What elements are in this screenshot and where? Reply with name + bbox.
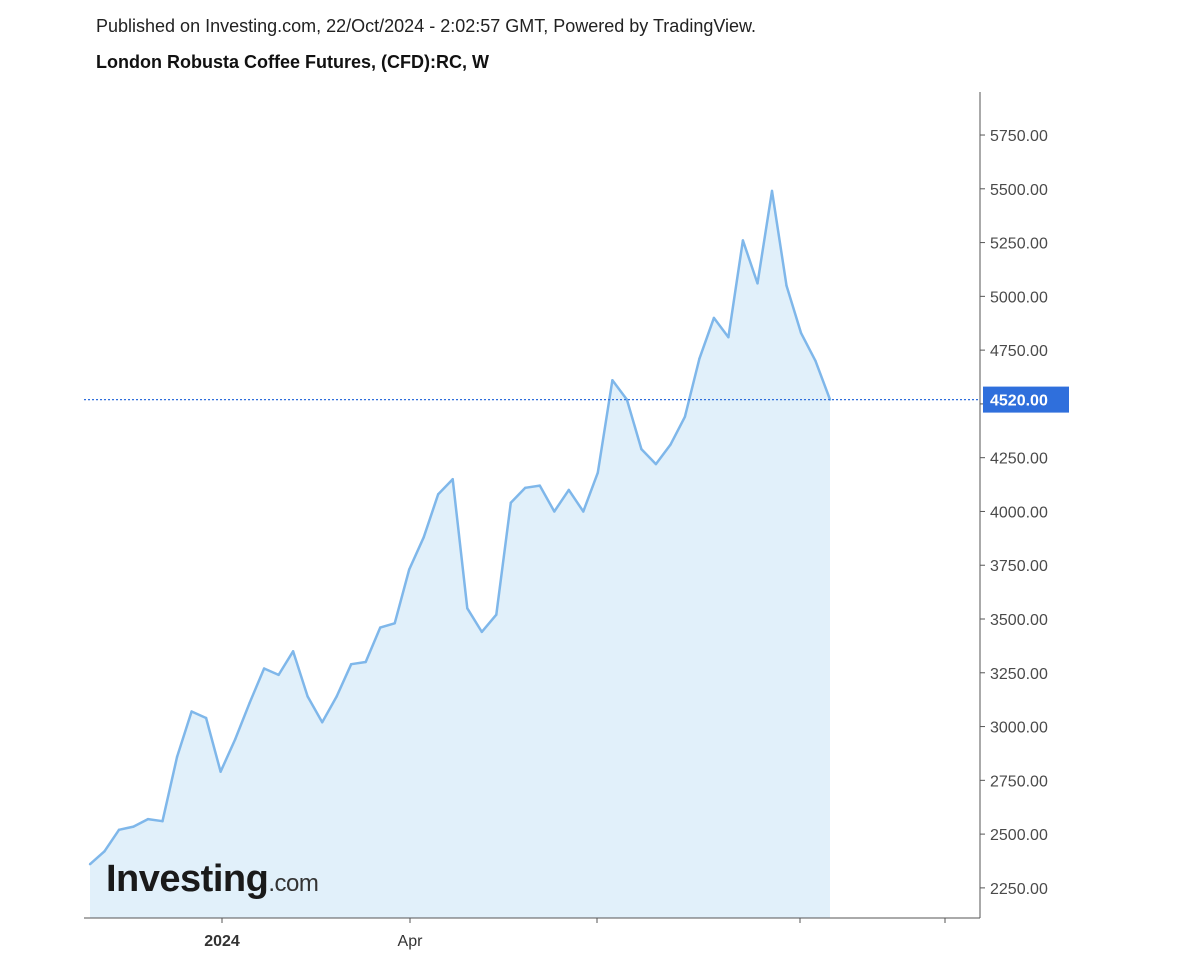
data-point: [582, 510, 585, 513]
data-point: [277, 673, 280, 677]
y-tick-label: 5250.00: [990, 236, 1048, 253]
data-point: [379, 626, 382, 629]
data-point: [88, 863, 92, 866]
y-tick-label: 2500.00: [990, 827, 1048, 844]
data-point: [712, 316, 716, 320]
data-point: [204, 716, 208, 720]
y-tick-label: 3500.00: [990, 612, 1048, 629]
data-point: [103, 850, 106, 853]
series-line: [89, 189, 832, 866]
y-tick-label: 5000.00: [990, 289, 1048, 306]
data-point: [175, 755, 179, 758]
data-point: [350, 663, 353, 666]
y-tick-label: 2750.00: [990, 773, 1048, 790]
data-point: [509, 501, 512, 504]
data-point: [437, 493, 440, 496]
data-point: [335, 695, 338, 698]
data-point: [596, 471, 599, 474]
data-point: [524, 486, 527, 489]
y-tick-label: 4750.00: [990, 343, 1048, 360]
last-value-badge: [983, 386, 1069, 413]
data-point: [146, 817, 150, 821]
data-point: [466, 607, 469, 610]
data-point: [262, 667, 266, 670]
y-tick-label: 5500.00: [990, 182, 1048, 199]
data-point: [233, 738, 237, 741]
data-point: [785, 284, 788, 287]
axis-layer: 2250.00 2500.00 2750.00 3000.00 3250.00 3500.…: [84, 92, 1069, 950]
chart-title: London Robusta Coffee Futures, (CFD):RC,…: [96, 52, 489, 72]
data-point: [495, 613, 498, 616]
y-tick-label: 2250.00: [990, 881, 1048, 898]
data-point: [422, 536, 425, 539]
last-value-label: 4520.00: [990, 393, 1048, 410]
y-tick-label: 3750.00: [990, 558, 1048, 575]
data-point: [408, 568, 411, 571]
data-point: [698, 357, 701, 360]
data-point: [364, 660, 367, 664]
data-point: [306, 695, 309, 698]
data-point: [291, 650, 295, 653]
y-tick-label: 5750.00: [990, 128, 1048, 145]
data-point: [625, 398, 629, 401]
data-point: [117, 828, 121, 831]
data-point: [727, 336, 730, 339]
data-point: [321, 721, 324, 724]
data-point: [640, 447, 643, 451]
data-point: [611, 379, 614, 382]
data-point: [770, 189, 774, 193]
data-point: [741, 239, 745, 242]
area-layer: [88, 189, 832, 918]
x-tick-label: 2024: [204, 933, 240, 950]
published-info: Published on Investing.com, 22/Oct/2024 …: [96, 16, 757, 36]
data-point: [451, 478, 454, 481]
data-point: [669, 443, 672, 446]
y-tick-label: 4250.00: [990, 451, 1048, 468]
data-point: [567, 488, 570, 492]
data-point: [248, 701, 251, 705]
data-point: [654, 462, 658, 466]
data-point: [132, 825, 135, 828]
y-tick-label: 3000.00: [990, 720, 1048, 737]
data-point: [480, 630, 483, 634]
y-tick-label: 3250.00: [990, 666, 1048, 683]
data-point: [553, 510, 556, 513]
data-point: [190, 710, 193, 713]
data-point: [799, 331, 803, 335]
data-point: [814, 359, 817, 363]
data-point: [683, 415, 687, 418]
data-point: [538, 484, 541, 487]
investing-logo: Investing.com: [106, 858, 319, 900]
data-point: [161, 820, 164, 823]
x-tick-label: Apr: [398, 933, 424, 950]
data-point: [756, 282, 759, 285]
y-tick-label: 4000.00: [990, 504, 1048, 521]
data-point: [219, 770, 222, 773]
data-point: [393, 622, 396, 625]
